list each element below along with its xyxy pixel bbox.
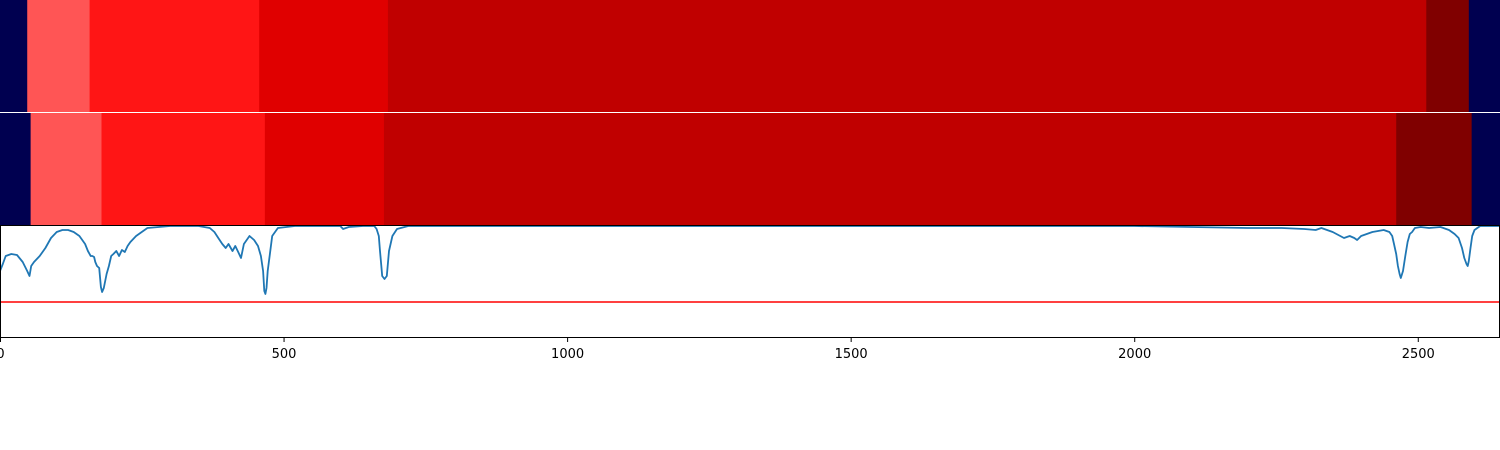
x-axis: 0 500 1000 1500 2000 2500 xyxy=(0,338,1435,362)
band-2-segment-4 xyxy=(264,113,385,225)
band-2-segment-3 xyxy=(101,113,266,225)
band-1-segment-7 xyxy=(1468,0,1500,112)
color-band-1 xyxy=(0,0,1500,112)
line-plot-area xyxy=(0,225,1500,338)
x-tick-label-500: 500 xyxy=(272,347,297,362)
band-1-segment-3 xyxy=(89,0,260,112)
band-2-segment-6 xyxy=(1396,113,1473,225)
band-2-segment-2 xyxy=(30,113,103,225)
band-2-segment-5 xyxy=(383,113,1397,225)
x-tick-label-0: 0 xyxy=(0,347,5,362)
color-bands xyxy=(0,0,1500,225)
band-1-segment-2 xyxy=(27,0,91,112)
band-2-segment-1 xyxy=(0,113,32,225)
x-tick-label-2500: 2500 xyxy=(1402,347,1435,362)
series-line-1 xyxy=(0,225,1500,295)
band-2-segment-7 xyxy=(1471,113,1500,225)
x-tick-label-2000: 2000 xyxy=(1118,347,1151,362)
band-1-segment-6 xyxy=(1426,0,1470,112)
band-1-segment-4 xyxy=(259,0,389,112)
x-tick-label-1500: 1500 xyxy=(835,347,868,362)
plot-frame xyxy=(0,225,1500,338)
color-band-2 xyxy=(0,113,1500,225)
x-tick-label-1000: 1000 xyxy=(551,347,584,362)
band-1-segment-5 xyxy=(387,0,1427,112)
band-1-segment-1 xyxy=(0,0,28,112)
